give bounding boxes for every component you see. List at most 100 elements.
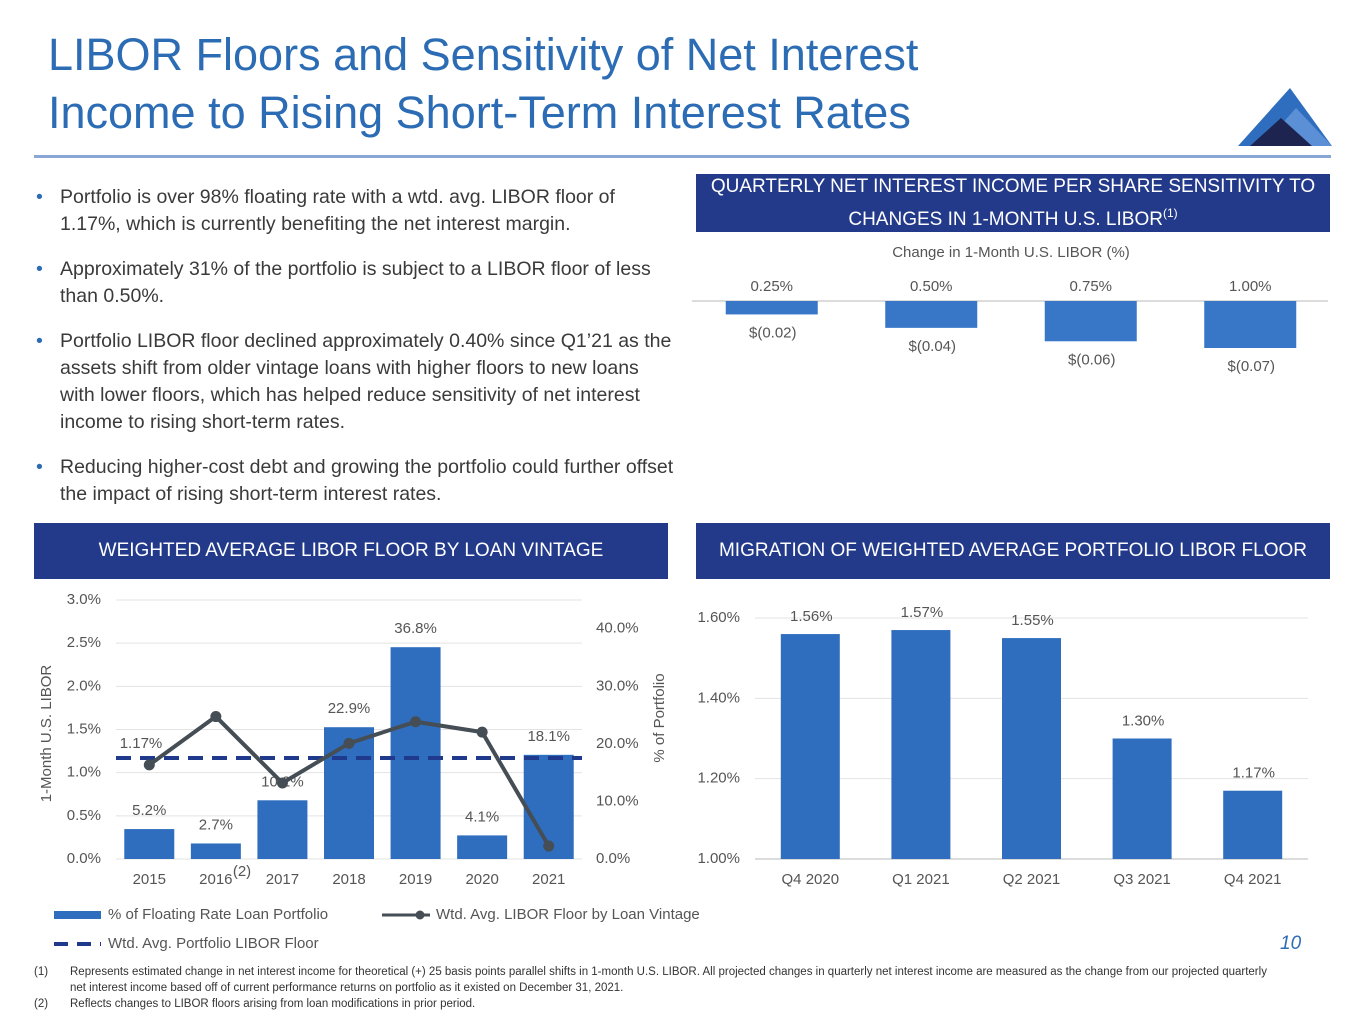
value-label: $(0.07) [1227, 358, 1275, 375]
bar [257, 800, 308, 859]
footnote-text: Represents estimated change in net inter… [70, 966, 1267, 994]
line-point [143, 759, 155, 771]
bar [457, 835, 508, 859]
bar [1002, 638, 1061, 859]
value-label: 1.30% [1122, 712, 1165, 729]
bar [885, 301, 978, 328]
page-number: 10 [1280, 933, 1302, 954]
value-label: 2.7% [199, 816, 233, 833]
line-point [476, 726, 488, 738]
y-tick-label: 1.5% [67, 720, 101, 737]
y-tick-label: 0.0% [596, 850, 630, 867]
header-title: QUARTERLY NET INTEREST INCOME PER SHARE … [710, 175, 1316, 230]
category-label: Q3 2021 [1113, 871, 1171, 888]
category-label: 2018 [332, 871, 365, 888]
y-axis-title: 1-Month U.S. LIBOR [38, 665, 55, 803]
y-tick-label: 3.0% [67, 591, 101, 608]
title-line: LIBOR Floors and Sensitivity of Net Inte… [48, 29, 919, 80]
category-label: 1.00% [1229, 278, 1272, 295]
legend-swatch [415, 910, 425, 920]
y2-axis-title: % of Portfolio [651, 673, 668, 762]
bullet: Approximately 31% of the portfolio is su… [36, 256, 676, 310]
footnote-marker: (1) [34, 966, 49, 978]
bullet: Portfolio is over 98% floating rate with… [36, 184, 676, 238]
category-label: 2016 [199, 871, 232, 888]
y-tick-label: 0.5% [67, 807, 101, 824]
category-label: 0.75% [1069, 278, 1112, 295]
category-label: 2019 [399, 871, 432, 888]
bar [725, 301, 818, 315]
y-tick-label: 10.0% [596, 792, 639, 809]
chart-header: QUARTERLY NET INTEREST INCOME PER SHARE … [696, 174, 1330, 232]
line-point [410, 716, 422, 728]
value-label: 22.9% [328, 700, 371, 717]
line-point [343, 737, 355, 749]
legend-label: % of Floating Rate Loan Portfolio [108, 906, 328, 923]
bar [780, 634, 840, 859]
bullet: Reducing higher-cost debt and growing th… [36, 454, 676, 508]
category-label: Q4 2020 [782, 871, 840, 888]
header-text: QUARTERLY NET INTEREST INCOME PER SHARE … [704, 174, 1322, 233]
logo [1238, 88, 1332, 146]
footnote-marker: (2) [34, 998, 49, 1010]
title-line: Income to Rising Short-Term Interest Rat… [48, 87, 911, 138]
bar [190, 843, 241, 859]
category-note: (2) [233, 863, 251, 880]
category-label: 2020 [465, 871, 498, 888]
bar [1204, 301, 1297, 348]
value-label: 1.56% [790, 608, 833, 625]
y-tick-label: 1.40% [697, 689, 740, 706]
y-tick-label: 1.60% [697, 609, 740, 626]
category-label: 2015 [133, 871, 166, 888]
y-tick-label: 20.0% [596, 735, 639, 752]
category-label: Q1 2021 [892, 871, 950, 888]
y-tick-label: 0.0% [67, 850, 101, 867]
y-tick-label: 1.0% [67, 764, 101, 781]
line-point [543, 840, 555, 852]
y-tick-label: 1.20% [697, 770, 740, 787]
title-rule [34, 155, 1331, 158]
bar [1044, 301, 1137, 342]
value-label: $(0.04) [908, 338, 956, 355]
value-label: 1.55% [1011, 612, 1054, 629]
footnote: (2) Reflects changes to LIBOR floors aris… [34, 996, 1274, 1012]
category-label: Q2 2021 [1003, 871, 1061, 888]
y-tick-label: 40.0% [596, 620, 639, 637]
y-tick-label: 30.0% [596, 677, 639, 694]
legend-label: Wtd. Avg. Portfolio LIBOR Floor [108, 935, 319, 952]
value-label: 1.57% [901, 604, 944, 621]
category-label: 2017 [266, 871, 299, 888]
legend-swatch [54, 911, 101, 919]
footnote: (1) Represents estimated change in net in… [34, 964, 1274, 996]
category-label: Q4 2021 [1224, 871, 1282, 888]
value-label: 18.1% [527, 728, 570, 745]
chart-header: MIGRATION OF WEIGHTED AVERAGE PORTFOLIO … [696, 523, 1330, 579]
bar [1223, 790, 1283, 859]
line-point [276, 777, 288, 789]
bar [1112, 738, 1172, 859]
bar [324, 727, 374, 859]
chart-header: WEIGHTED AVERAGE LIBOR FLOOR BY LOAN VIN… [34, 523, 668, 579]
bar [390, 647, 441, 859]
bullet: Portfolio LIBOR floor declined approxima… [36, 328, 676, 436]
bar [891, 630, 951, 859]
value-label: 5.2% [132, 802, 166, 819]
value-label: $(0.06) [1068, 351, 1116, 368]
value-label: 36.8% [394, 620, 437, 637]
chart-subtitle: Change in 1-Month U.S. LIBOR (%) [892, 244, 1130, 261]
y-tick-label: 2.5% [67, 634, 101, 651]
value-label: 1.17% [1232, 765, 1275, 782]
y-tick-label: 1.00% [697, 850, 740, 867]
line-point [210, 711, 222, 723]
category-label: 2021 [532, 871, 565, 888]
value-label: 4.1% [465, 808, 499, 825]
category-label: 0.25% [750, 278, 793, 295]
y-tick-label: 2.0% [67, 677, 101, 694]
legend-label: Wtd. Avg. LIBOR Floor by Loan Vintage [436, 906, 700, 923]
reference-label: 1.17% [120, 735, 163, 752]
bar [124, 829, 175, 859]
footnote-text: Reflects changes to LIBOR floors arising… [70, 998, 476, 1010]
header-note: (1) [1162, 205, 1178, 220]
